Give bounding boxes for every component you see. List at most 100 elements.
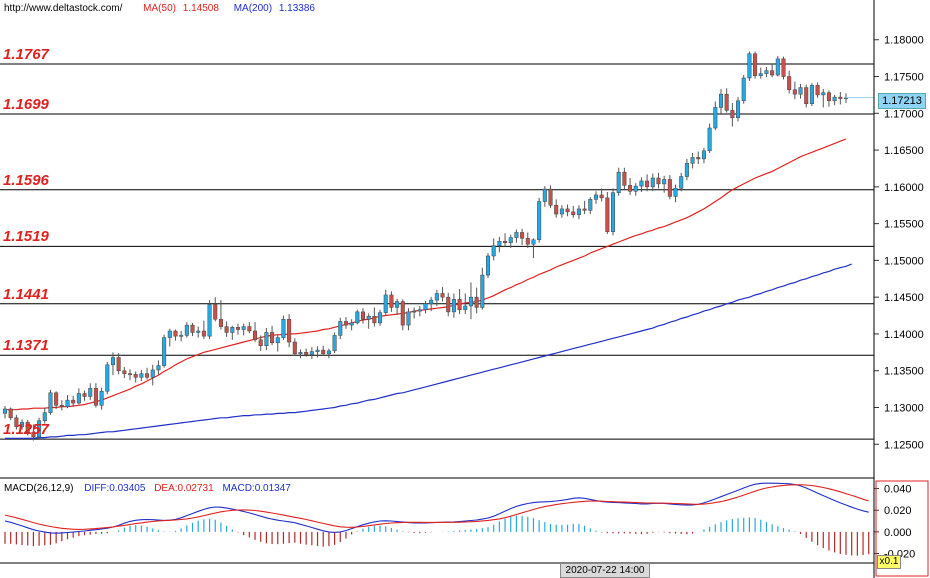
candle-body[interactable]	[389, 294, 394, 308]
candle-body[interactable]	[99, 391, 104, 406]
candle-body[interactable]	[321, 349, 326, 355]
candle-body[interactable]	[218, 318, 223, 327]
candle-body[interactable]	[287, 318, 292, 343]
candle-body[interactable]	[406, 311, 411, 326]
candle-body[interactable]	[156, 365, 161, 371]
candle-body[interactable]	[662, 179, 667, 185]
candle-body[interactable]	[93, 388, 98, 406]
candle-body[interactable]	[832, 96, 837, 102]
candle-body[interactable]	[304, 352, 309, 355]
candle-body[interactable]	[798, 87, 803, 95]
candle-body[interactable]	[270, 332, 275, 344]
candle-body[interactable]	[781, 58, 786, 77]
candle-body[interactable]	[139, 373, 144, 378]
candle-body[interactable]	[463, 305, 468, 310]
candle-body[interactable]	[196, 330, 201, 333]
candle-body[interactable]	[815, 85, 820, 96]
candle-body[interactable]	[690, 157, 695, 164]
candle-body[interactable]	[446, 296, 451, 313]
candle-body[interactable]	[59, 405, 64, 407]
candle-body[interactable]	[110, 357, 115, 366]
candle-body[interactable]	[338, 321, 343, 336]
price-panel[interactable]: 1.12500 1.13000 1.13500 1.14000 1.14500 1.150…	[0, 35, 924, 452]
candle-body[interactable]	[31, 432, 36, 438]
candle-body[interactable]	[758, 73, 763, 77]
candle-body[interactable]	[37, 420, 42, 438]
candle-body[interactable]	[747, 53, 752, 79]
candle-body[interactable]	[622, 171, 627, 186]
candle-body[interactable]	[804, 87, 809, 104]
candle-body[interactable]	[383, 294, 388, 313]
candle-body[interactable]	[82, 393, 87, 397]
candle-body[interactable]	[611, 192, 616, 232]
candle-body[interactable]	[429, 299, 434, 305]
candle-body[interactable]	[264, 332, 269, 346]
candle-body[interactable]	[707, 127, 712, 152]
candle-body[interactable]	[667, 179, 672, 197]
candle-body[interactable]	[105, 364, 110, 392]
candle-body[interactable]	[696, 157, 701, 160]
candle-body[interactable]	[167, 330, 172, 338]
candle-body[interactable]	[400, 301, 405, 326]
candle-body[interactable]	[775, 58, 780, 76]
candle-body[interactable]	[474, 296, 479, 308]
candle-body[interactable]	[184, 324, 189, 336]
candle-body[interactable]	[593, 194, 598, 200]
candle-body[interactable]	[718, 93, 723, 108]
candle-body[interactable]	[770, 70, 775, 76]
candle-body[interactable]	[724, 93, 729, 111]
candle-body[interactable]	[230, 327, 235, 333]
candle-body[interactable]	[554, 204, 559, 215]
candle-body[interactable]	[145, 373, 150, 378]
candle-body[interactable]	[8, 408, 13, 419]
candle-body[interactable]	[315, 349, 320, 352]
candle-body[interactable]	[224, 326, 229, 333]
candle-body[interactable]	[503, 241, 508, 243]
candle-body[interactable]	[235, 327, 240, 330]
candle-body[interactable]	[764, 70, 769, 74]
candle-body[interactable]	[332, 335, 337, 352]
candle-body[interactable]	[372, 316, 377, 324]
candle-body[interactable]	[736, 100, 741, 118]
candle-body[interactable]	[201, 330, 206, 337]
candle-body[interactable]	[537, 201, 542, 241]
candle-body[interactable]	[116, 357, 121, 371]
candle-body[interactable]	[684, 163, 689, 177]
candle-body[interactable]	[25, 421, 30, 433]
candle-body[interactable]	[258, 339, 263, 346]
candle-body[interactable]	[360, 311, 366, 320]
candle-body[interactable]	[679, 176, 684, 189]
candle-body[interactable]	[412, 310, 417, 313]
candle-body[interactable]	[468, 296, 473, 307]
candle-body[interactable]	[656, 177, 661, 185]
candle-body[interactable]	[628, 185, 633, 192]
candle-body[interactable]	[821, 92, 826, 96]
candle-body[interactable]	[309, 351, 314, 355]
candle-body[interactable]	[588, 199, 593, 211]
candle-body[interactable]	[792, 89, 797, 95]
candle-body[interactable]	[673, 188, 678, 197]
candle-body[interactable]	[730, 110, 735, 118]
candle-body[interactable]	[838, 96, 843, 99]
candle-body[interactable]	[20, 421, 25, 427]
candle-body[interactable]	[71, 399, 76, 404]
candle-body[interactable]	[241, 326, 246, 330]
candle-body[interactable]	[281, 318, 286, 338]
candle-body[interactable]	[179, 335, 184, 337]
candle-body[interactable]	[809, 85, 814, 104]
candle-body[interactable]	[122, 370, 127, 374]
candle-body[interactable]	[485, 255, 491, 276]
candle-body[interactable]	[76, 393, 81, 404]
candle-body[interactable]	[434, 293, 439, 301]
candle-body[interactable]	[42, 412, 47, 421]
candle-body[interactable]	[349, 322, 354, 326]
candle-body[interactable]	[355, 311, 360, 324]
candle-body[interactable]	[514, 232, 519, 238]
candle-body[interactable]	[378, 312, 383, 324]
candle-body[interactable]	[343, 321, 348, 326]
candle-body[interactable]	[207, 304, 212, 337]
candle-body[interactable]	[440, 293, 445, 298]
candle-body[interactable]	[366, 316, 371, 320]
candle-body[interactable]	[565, 208, 570, 213]
candle-body[interactable]	[741, 77, 746, 102]
